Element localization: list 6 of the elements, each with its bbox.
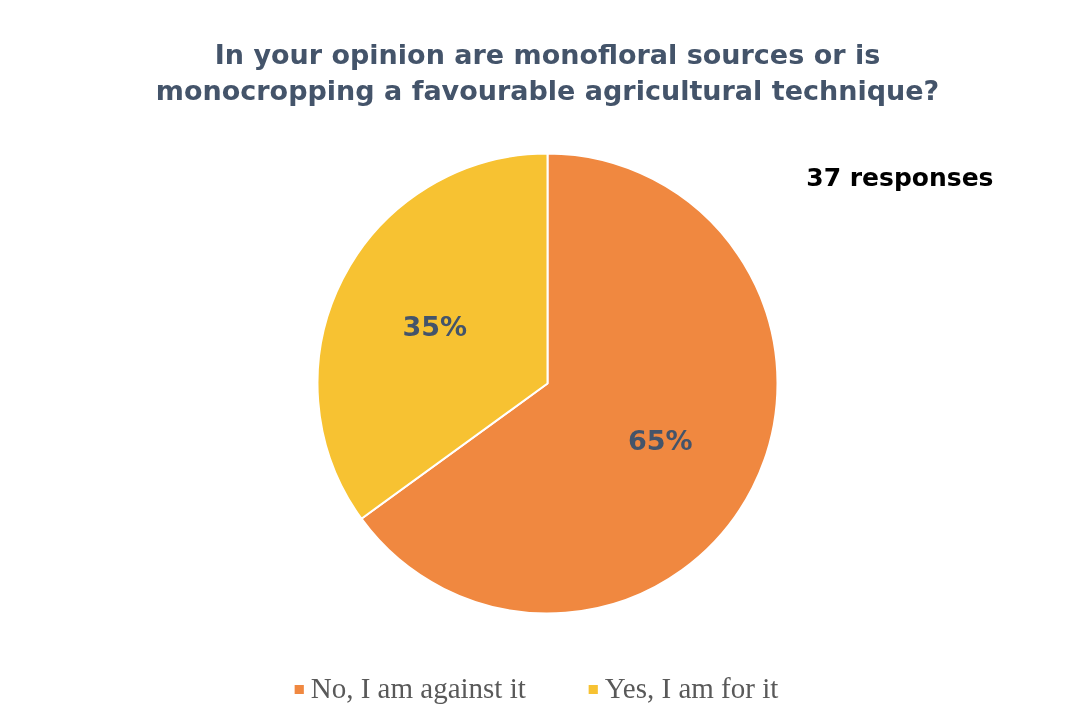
data-label: 35% xyxy=(402,310,468,342)
legend-label: Yes, I am for it xyxy=(604,672,779,705)
legend-label: No, I am against it xyxy=(310,672,526,705)
data-label: 65% xyxy=(627,425,693,457)
chart-title: In your opinion are monofloral sources or is monocropping a favourable agricultural technique? xyxy=(155,39,940,106)
text: 37 responses xyxy=(806,163,994,192)
